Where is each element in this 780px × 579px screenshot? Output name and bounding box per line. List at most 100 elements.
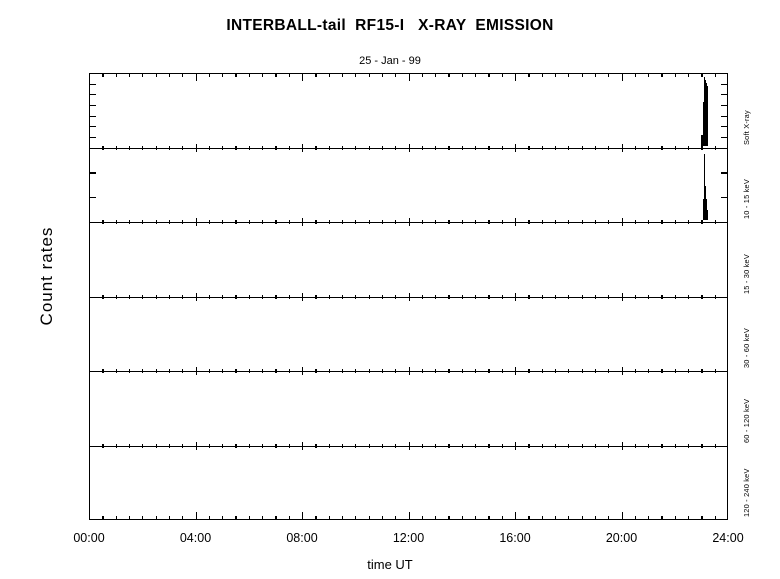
x-major-tick <box>515 292 517 301</box>
y-axis-label: Count rates <box>37 226 56 326</box>
data-trace-10-15-kev <box>706 210 708 221</box>
x-minor-tick <box>568 516 570 520</box>
x-minor-tick <box>182 443 184 448</box>
x-minor-tick <box>381 220 384 224</box>
x-minor-tick <box>674 369 676 373</box>
x-minor-tick <box>688 443 690 448</box>
x-minor-tick <box>315 443 317 448</box>
x-minor-tick <box>341 443 344 448</box>
x-minor-tick <box>528 73 530 77</box>
x-minor-tick <box>208 294 210 299</box>
x-minor-tick <box>341 294 344 299</box>
x-minor-tick <box>701 294 703 299</box>
x-minor-tick <box>142 145 144 150</box>
x-minor-tick <box>208 145 210 150</box>
x-minor-tick <box>315 294 317 299</box>
y-tick <box>721 104 728 107</box>
x-minor-tick <box>102 369 104 373</box>
x-minor-tick <box>421 443 423 448</box>
data-trace-10-15-kev <box>705 199 707 221</box>
x-minor-tick <box>168 73 171 77</box>
data-trace-soft-xray <box>704 76 706 146</box>
panel-label-soft-xray: Soft X-ray <box>742 109 751 145</box>
x-minor-tick <box>395 294 397 299</box>
x-minor-tick <box>222 73 224 77</box>
x-minor-tick <box>115 294 117 299</box>
x-minor-tick <box>222 369 224 373</box>
x-minor-tick <box>275 145 277 150</box>
x-minor-tick <box>674 145 676 150</box>
x-minor-tick <box>315 516 317 520</box>
x-minor-tick <box>435 220 437 224</box>
x-minor-tick <box>448 516 450 520</box>
x-minor-tick <box>355 443 357 448</box>
x-minor-tick <box>115 369 117 373</box>
x-minor-tick <box>355 220 357 224</box>
x-minor-tick <box>182 73 184 77</box>
x-minor-tick <box>328 516 330 520</box>
x-minor-tick <box>528 369 530 373</box>
x-minor-tick <box>541 73 543 77</box>
x-minor-tick <box>448 145 450 150</box>
x-minor-tick <box>461 145 463 150</box>
x-minor-tick <box>288 294 290 299</box>
x-major-tick <box>621 367 623 375</box>
x-minor-tick <box>714 294 716 299</box>
x-minor-tick <box>528 294 530 299</box>
x-minor-tick <box>235 145 237 150</box>
x-minor-tick <box>501 145 503 150</box>
x-minor-tick <box>288 145 290 150</box>
x-minor-tick <box>341 73 344 77</box>
x-minor-tick <box>168 294 171 299</box>
data-trace-soft-xray <box>704 80 706 146</box>
x-minor-tick <box>341 516 344 520</box>
x-minor-tick <box>395 443 397 448</box>
x-minor-tick <box>262 443 264 448</box>
x-minor-tick <box>275 369 277 373</box>
x-minor-tick <box>568 294 570 299</box>
x-minor-tick <box>395 220 397 224</box>
x-minor-tick <box>208 516 210 520</box>
x-minor-tick <box>448 369 450 373</box>
x-minor-tick <box>435 516 437 520</box>
x-minor-tick <box>381 294 384 299</box>
x-minor-tick <box>701 516 703 520</box>
x-major-tick <box>302 218 304 226</box>
x-minor-tick <box>368 145 370 150</box>
x-major-tick <box>515 441 517 450</box>
x-minor-tick <box>568 443 570 448</box>
data-trace-soft-xray <box>706 85 708 146</box>
x-minor-tick <box>554 369 557 373</box>
x-minor-tick <box>235 516 237 520</box>
x-major-tick <box>621 292 623 301</box>
x-minor-tick <box>115 73 117 77</box>
x-minor-tick <box>355 73 357 77</box>
x-minor-tick <box>501 516 503 520</box>
x-minor-tick <box>435 145 437 150</box>
x-minor-tick <box>368 294 370 299</box>
x-minor-tick <box>155 73 157 77</box>
x-minor-tick <box>648 294 650 299</box>
x-minor-tick <box>182 369 184 373</box>
x-minor-tick <box>688 369 690 373</box>
x-major-tick <box>408 218 410 226</box>
x-minor-tick <box>501 73 503 77</box>
x-minor-tick <box>381 443 384 448</box>
x-minor-tick <box>142 294 144 299</box>
x-minor-tick <box>488 220 490 224</box>
x-minor-tick <box>581 73 583 77</box>
x-minor-tick <box>128 145 131 150</box>
x-minor-tick <box>541 294 543 299</box>
x-minor-tick <box>275 516 277 520</box>
x-minor-tick <box>475 369 477 373</box>
x-minor-tick <box>701 220 703 224</box>
x-minor-tick <box>674 220 676 224</box>
x-minor-tick <box>688 145 690 150</box>
x-minor-tick <box>182 516 184 520</box>
x-minor-tick <box>288 443 290 448</box>
y-tick <box>721 197 728 199</box>
x-minor-tick <box>488 294 490 299</box>
x-minor-tick <box>594 220 597 224</box>
chart-subtitle: 25 - Jan - 99 <box>359 55 421 67</box>
y-tick <box>89 83 96 85</box>
